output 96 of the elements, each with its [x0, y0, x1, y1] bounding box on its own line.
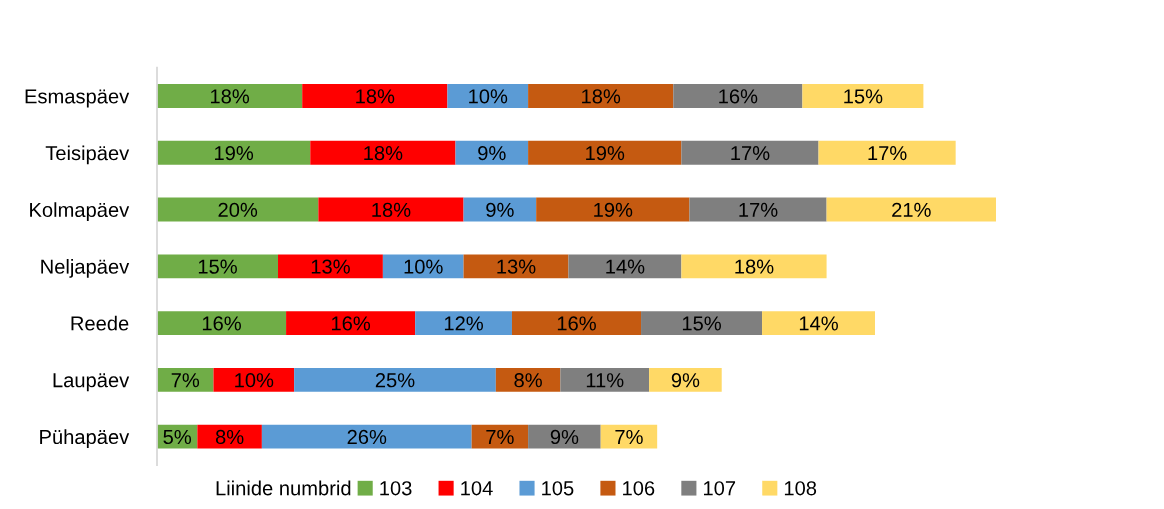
data-label: 19% [215, 145, 254, 161]
bar [382, 254, 464, 279]
bar [294, 367, 496, 392]
data-label: 17% [868, 146, 907, 161]
data-label: 12% [444, 316, 483, 331]
data-label: 9% [671, 373, 700, 388]
data-label: 18% [372, 202, 411, 218]
data-label: 15% [198, 259, 237, 274]
bar [213, 367, 295, 392]
data-label: 18% [735, 259, 774, 274]
data-label: 26% [347, 429, 387, 445]
data-label: 18% [210, 89, 250, 104]
bar [157, 367, 214, 392]
y-tick-label: Laupäev [53, 373, 130, 392]
data-label: 10% [404, 259, 443, 274]
bar [157, 140, 311, 165]
bar [261, 424, 472, 449]
bar [157, 84, 303, 108]
bar [157, 197, 319, 222]
bar [649, 367, 722, 392]
bar [536, 197, 690, 222]
legend-title: Liinide numbrid [216, 480, 351, 496]
bar [415, 311, 512, 335]
bar [318, 197, 464, 222]
bar [511, 311, 642, 335]
legend-label: 106 [623, 481, 655, 496]
data-label: 25% [375, 373, 415, 388]
data-label: 14% [799, 316, 838, 331]
data-label: 5% [163, 429, 192, 445]
data-label: 13% [311, 259, 350, 274]
data-label: 18% [582, 89, 621, 104]
bar [157, 254, 279, 279]
bar [560, 367, 650, 392]
bar [641, 311, 763, 335]
data-label: 19% [594, 202, 633, 218]
bar [455, 140, 529, 165]
bar [197, 424, 262, 449]
data-label: 18% [364, 145, 403, 161]
bar [762, 311, 875, 335]
bar [673, 84, 803, 108]
data-label: 16% [332, 316, 371, 331]
bar [689, 197, 827, 222]
data-label: 16% [719, 89, 758, 104]
y-tick-label: Kolmapäev [30, 202, 130, 221]
data-label: 13% [497, 259, 536, 274]
data-label: 16% [202, 316, 241, 331]
y-tick-label: Neljapäev [41, 259, 130, 278]
data-label: 11% [586, 373, 624, 388]
bar [826, 197, 996, 222]
bar [278, 254, 383, 279]
data-label: 9% [478, 145, 506, 161]
data-label: 16% [557, 316, 596, 331]
data-label: 17% [739, 202, 778, 217]
legend-label: 105 [542, 481, 574, 496]
bar [471, 424, 529, 449]
data-label: 7% [615, 429, 643, 445]
bar [495, 367, 561, 392]
bar [528, 84, 674, 108]
data-label: 14% [606, 259, 645, 274]
data-label: 10% [235, 373, 274, 388]
data-label: 17% [731, 146, 770, 161]
legend-label: 104 [461, 481, 493, 496]
bar [447, 84, 529, 108]
bar [286, 311, 416, 335]
bar [681, 254, 827, 279]
bar [818, 140, 956, 165]
y-tick-label: Esmaspäev [25, 89, 130, 108]
data-label: 15% [682, 316, 721, 331]
bar [302, 84, 448, 108]
legend-label: 108 [784, 481, 817, 496]
data-label: 18% [356, 89, 395, 104]
data-label: 8% [514, 373, 542, 388]
y-tick-label: Teisipäev [45, 145, 130, 165]
data-label: 7% [486, 429, 514, 445]
bar [528, 424, 601, 449]
legend-label: 103 [380, 481, 412, 496]
bar [157, 311, 287, 335]
data-label: 21% [892, 202, 931, 217]
y-tick-label: Reede [71, 315, 129, 331]
data-label: 10% [469, 89, 508, 104]
y-tick-label: Pühapäev [40, 429, 130, 449]
data-label: 9% [550, 429, 579, 445]
data-label: 8% [215, 429, 244, 445]
bar [463, 254, 569, 279]
data-label: 19% [586, 145, 625, 161]
data-label: 9% [486, 202, 514, 218]
bar [310, 140, 456, 165]
data-label: 20% [218, 202, 258, 218]
bar [528, 140, 682, 165]
data-label: 7% [171, 373, 200, 388]
bar [600, 424, 658, 449]
bar [802, 84, 924, 108]
data-label: 15% [844, 89, 883, 104]
legend-label: 107 [704, 481, 736, 496]
bar [568, 254, 682, 279]
bar [681, 140, 819, 165]
